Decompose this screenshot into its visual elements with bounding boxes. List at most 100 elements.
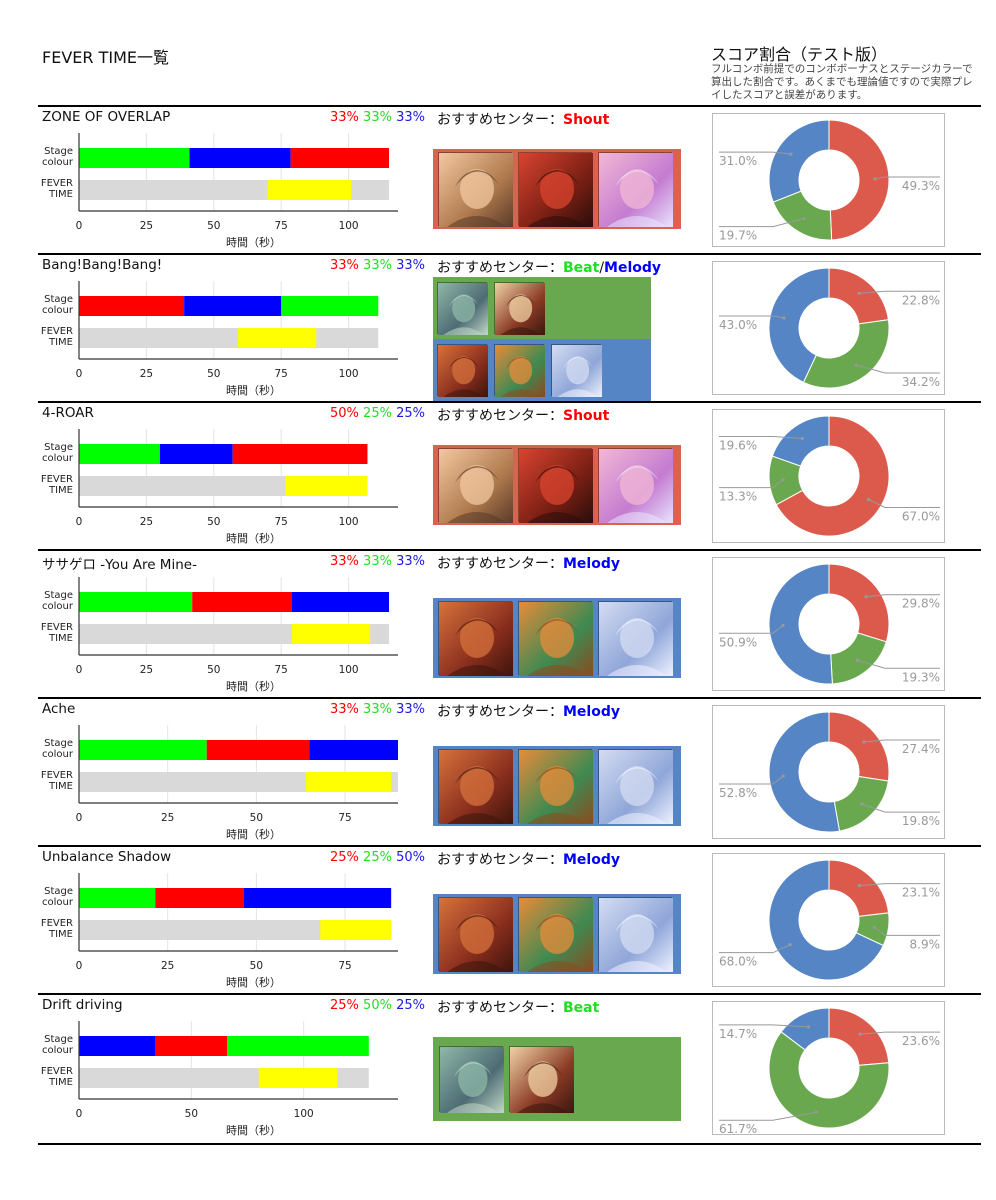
donut-slice bbox=[768, 119, 830, 203]
fever-time-bar bbox=[320, 920, 392, 940]
card-panel bbox=[433, 746, 681, 826]
recommended-center: おすすめセンター：Beat bbox=[437, 997, 599, 1017]
donut-slice bbox=[768, 267, 830, 383]
donut-slice bbox=[830, 632, 887, 685]
shout-card-3-icon bbox=[599, 449, 673, 523]
score-note: フルコンボ前提でのコンボボーナスとステージカラーで算出した割合です。あくまでも理… bbox=[711, 63, 973, 101]
slice-label: 61.7% bbox=[719, 1122, 757, 1136]
score-ratio-donut: 23.1% 8.9% 68.0% bbox=[712, 853, 945, 987]
song-title: Bang!Bang!Bang! bbox=[42, 257, 163, 273]
character-card bbox=[598, 448, 673, 523]
x-tick-label: 0 bbox=[76, 220, 83, 232]
ratio-value: 33% bbox=[363, 702, 392, 717]
slice-label: 29.8% bbox=[902, 597, 940, 611]
category-label: Stage bbox=[44, 590, 73, 601]
x-tick-label: 0 bbox=[76, 516, 83, 528]
card-panel bbox=[433, 149, 681, 229]
card-panel bbox=[433, 339, 651, 401]
x-tick-label: 75 bbox=[338, 812, 351, 824]
stage-bar-segment bbox=[155, 1036, 228, 1056]
recommended-center: おすすめセンター：Shout bbox=[437, 109, 609, 129]
category-label: TIME bbox=[48, 337, 73, 348]
leader-dot bbox=[854, 363, 858, 367]
leader-dot bbox=[789, 152, 793, 156]
leader-line bbox=[719, 315, 785, 319]
category-label: TIME bbox=[48, 633, 73, 644]
ratio-value: 33% bbox=[363, 110, 392, 125]
leader-line bbox=[719, 151, 792, 155]
ratio-value: 33% bbox=[396, 258, 425, 273]
category-label: TIME bbox=[48, 189, 73, 200]
character-card bbox=[551, 344, 602, 397]
donut-slice bbox=[768, 563, 833, 685]
leader-line bbox=[860, 1031, 940, 1035]
leader-dot bbox=[862, 740, 866, 744]
recommended-type: Beat bbox=[563, 1000, 600, 1016]
score-section-title: スコア割合（テスト版） bbox=[711, 45, 888, 64]
leader-line bbox=[859, 290, 940, 294]
stage-bar-segment bbox=[189, 148, 291, 168]
ratio-value: 33% bbox=[363, 258, 392, 273]
card-panel bbox=[433, 277, 651, 339]
song-title: Drift driving bbox=[42, 997, 123, 1013]
x-tick-label: 50 bbox=[185, 1108, 198, 1120]
card-panel bbox=[433, 894, 681, 974]
recommended-center: おすすめセンター：Melody bbox=[437, 701, 620, 721]
stage-ratio: 33% 33% 33% bbox=[330, 702, 425, 717]
leader-line bbox=[719, 479, 784, 489]
donut-slice bbox=[780, 1007, 830, 1051]
x-tick-label: 50 bbox=[250, 812, 263, 824]
slice-label: 43.0% bbox=[719, 318, 757, 332]
leader-line bbox=[719, 218, 805, 228]
donut-slice bbox=[828, 1007, 890, 1066]
shout-card-1-icon bbox=[439, 153, 513, 227]
stage-bar-segment bbox=[227, 1036, 369, 1056]
category-label: colour bbox=[42, 601, 74, 612]
leader-line bbox=[719, 944, 791, 954]
slice-label: 67.0% bbox=[902, 509, 940, 523]
category-label: Stage bbox=[44, 738, 73, 749]
category-label: FEVER bbox=[41, 622, 73, 633]
x-tick-label: 100 bbox=[339, 220, 359, 232]
melody-card-3-icon bbox=[599, 602, 673, 676]
x-tick-label: 0 bbox=[76, 664, 83, 676]
ratio-value: 33% bbox=[330, 110, 359, 125]
ratio-value: 25% bbox=[363, 406, 392, 421]
slice-label: 19.6% bbox=[719, 438, 757, 452]
x-axis-label: 時間（秒） bbox=[226, 975, 281, 989]
leader-dot bbox=[802, 217, 806, 221]
category-label: FEVER bbox=[41, 326, 73, 337]
ratio-value: 33% bbox=[330, 702, 359, 717]
slice-label: 50.9% bbox=[719, 635, 757, 649]
category-label: TIME bbox=[48, 1077, 73, 1088]
stage-bar-segment bbox=[79, 444, 160, 464]
x-tick-label: 25 bbox=[161, 960, 174, 972]
character-card bbox=[518, 601, 593, 676]
shout-card-1-icon bbox=[439, 449, 513, 523]
category-label: colour bbox=[42, 305, 74, 316]
slice-label: 52.8% bbox=[719, 786, 757, 800]
stage-bar-segment bbox=[79, 592, 193, 612]
character-card bbox=[438, 897, 513, 972]
leader-line bbox=[719, 435, 803, 439]
x-tick-label: 25 bbox=[140, 368, 153, 380]
stage-bar-segment bbox=[184, 296, 282, 316]
song-title: ZONE OF OVERLAP bbox=[42, 109, 171, 125]
category-label: colour bbox=[42, 749, 74, 760]
fever-time-bar bbox=[267, 180, 352, 200]
recommended-center-label: おすすめセンター： bbox=[437, 112, 563, 128]
beat-card-1-icon bbox=[438, 283, 488, 335]
x-axis-label: 時間（秒） bbox=[226, 235, 281, 249]
x-tick-label: 0 bbox=[76, 1108, 83, 1120]
x-tick-label: 100 bbox=[339, 516, 359, 528]
slice-label: 19.7% bbox=[719, 229, 757, 243]
leader-line bbox=[863, 739, 940, 743]
song-row: Ache 33% 33% 33% Stage colour FEVER TIME 0 25 50… bbox=[38, 697, 981, 847]
fever-time-bar bbox=[285, 476, 368, 496]
ratio-value: 33% bbox=[330, 554, 359, 569]
recommended-type: Melody bbox=[563, 556, 620, 572]
